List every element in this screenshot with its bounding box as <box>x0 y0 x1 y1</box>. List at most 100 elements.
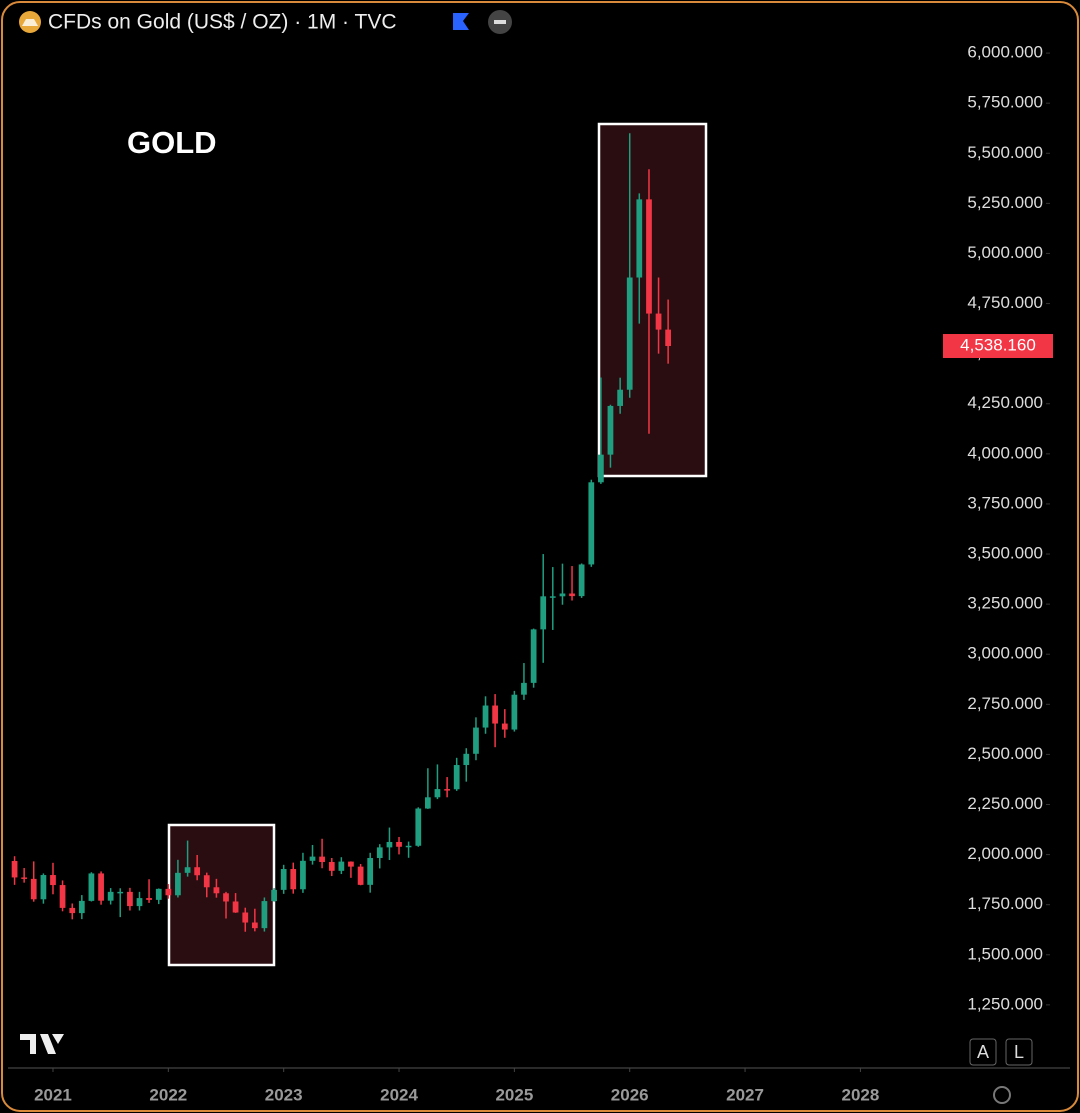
y-tick-label: 5,250.000 <box>967 193 1043 212</box>
candle-body <box>98 873 104 901</box>
y-tick-label: 6,000.000 <box>967 43 1043 62</box>
x-tick-label: 2028 <box>841 1085 879 1104</box>
candle-body <box>11 861 18 878</box>
candle-body <box>434 789 441 798</box>
y-tick-label: 1,750.000 <box>967 894 1043 913</box>
candle-body <box>107 891 114 901</box>
candle-body <box>251 922 258 929</box>
candle-body <box>463 753 470 766</box>
y-tick-label: 1,500.000 <box>967 944 1043 963</box>
candle-body <box>194 867 201 876</box>
candle-body <box>232 901 239 913</box>
annotation: GOLD <box>127 125 217 160</box>
candle-body <box>290 869 297 890</box>
candle-body <box>165 888 172 896</box>
candle-body <box>415 808 422 846</box>
candle-body <box>530 629 537 683</box>
y-tick-label: 3,750.000 <box>967 493 1043 512</box>
candle-body <box>357 866 364 885</box>
candle-body <box>646 199 652 314</box>
y-tick-label: 5,750.000 <box>967 93 1043 112</box>
candle-body <box>40 875 47 900</box>
price-label-bg <box>943 334 1053 359</box>
candle-body <box>598 454 604 483</box>
y-tick-label: 4,000.000 <box>967 443 1043 462</box>
candle-body <box>338 861 345 871</box>
candle-body <box>50 875 56 886</box>
candle-body <box>482 705 489 728</box>
candle-body <box>136 898 143 907</box>
candle-body <box>655 313 662 330</box>
log-button[interactable] <box>1005 1038 1033 1066</box>
candle-body <box>588 482 595 565</box>
settings-button[interactable] <box>993 1086 1011 1104</box>
candle-body <box>348 861 354 867</box>
y-tick-label: 2,500.000 <box>967 744 1043 763</box>
highlight-box <box>597 122 708 478</box>
collapse-icon <box>494 20 506 24</box>
candle-body <box>328 862 335 871</box>
y-tick-label: 3,500.000 <box>967 544 1043 563</box>
y-tick-label: 2,750.000 <box>967 694 1043 713</box>
candle-body <box>665 329 672 347</box>
candle-body <box>223 893 229 902</box>
candle-body <box>300 860 306 890</box>
auto-button[interactable] <box>969 1038 997 1066</box>
candle-body <box>549 596 556 598</box>
x-tick-label: 2023 <box>265 1085 303 1104</box>
candle-body <box>521 682 527 695</box>
candle-body <box>319 856 325 863</box>
y-tick-label: 5,000.000 <box>967 243 1043 262</box>
log-label[interactable]: L <box>1014 1042 1024 1062</box>
x-tick-label: 2027 <box>726 1085 764 1104</box>
y-tick-label: 3,000.000 <box>967 644 1043 663</box>
x-tick-label: 2024 <box>380 1085 418 1104</box>
candle-body <box>213 887 220 894</box>
candle-body <box>146 898 152 900</box>
candle-body <box>386 841 393 848</box>
candle-body <box>203 875 210 888</box>
candle-body <box>59 885 66 908</box>
candle-body <box>309 856 316 861</box>
chart-title: CFDs on Gold (US$ / OZ) · 1M · TVC <box>48 11 397 34</box>
candle-body <box>501 723 508 730</box>
y-tick-label: 2,250.000 <box>967 794 1043 813</box>
y-tick-label: 5,500.000 <box>967 143 1043 162</box>
candle-body <box>21 877 28 879</box>
x-tick-label: 2025 <box>495 1085 533 1104</box>
x-tick-label: 2021 <box>34 1085 72 1104</box>
candle-body <box>540 596 547 630</box>
candle-body <box>155 888 162 900</box>
candle-body <box>280 869 287 890</box>
candle-body <box>242 912 249 923</box>
candle-body <box>184 867 191 873</box>
y-tick-label: 2,000.000 <box>967 844 1043 863</box>
y-tick-label: 4,250.000 <box>967 393 1043 412</box>
candle-body <box>473 727 479 754</box>
candle-body <box>127 891 133 907</box>
candle-body <box>88 873 95 901</box>
x-tick-label: 2022 <box>149 1085 187 1104</box>
candle-body <box>396 841 402 847</box>
flag-icon[interactable] <box>453 13 469 30</box>
candle-body <box>626 277 633 390</box>
symbol-icon <box>22 19 38 26</box>
auto-label[interactable]: A <box>977 1042 989 1062</box>
candle-body <box>117 891 124 894</box>
candle-body <box>405 845 412 848</box>
candle-body <box>261 901 268 929</box>
price-label: 4,538.160 <box>960 335 1036 354</box>
candle-body <box>424 797 431 809</box>
candle-body <box>636 199 643 278</box>
candle-body <box>376 847 383 859</box>
x-tick-label: 2026 <box>611 1085 649 1104</box>
y-tick-label: 3,250.000 <box>967 594 1043 613</box>
candle-body <box>559 593 566 597</box>
candle-body <box>69 907 76 914</box>
logo <box>20 1034 64 1054</box>
candle-body <box>453 765 460 790</box>
y-tick-label: 1,250.000 <box>967 994 1043 1013</box>
candle-body <box>511 694 518 730</box>
